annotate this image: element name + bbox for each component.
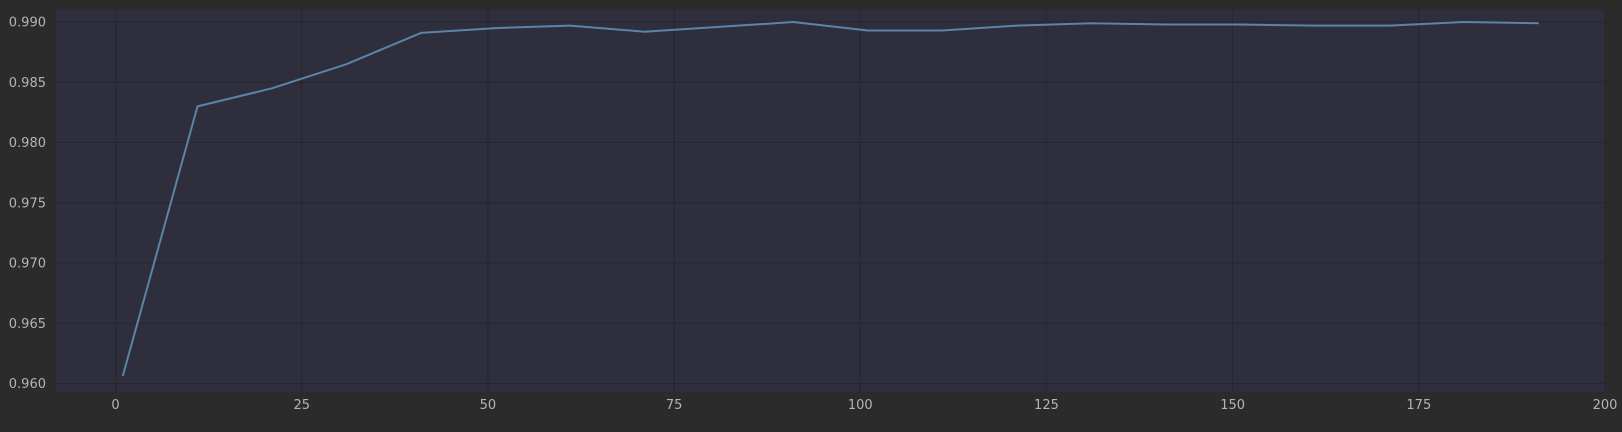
x-axis-ticks: 0 25 50 75 100 125 150 175 200 <box>111 398 1617 413</box>
y-tick-label: 0.965 <box>9 317 46 332</box>
x-tick-label: 175 <box>1406 398 1431 413</box>
x-tick-label: 50 <box>480 398 497 413</box>
y-tick-label: 0.975 <box>9 196 46 211</box>
x-tick-label: 125 <box>1034 398 1059 413</box>
y-tick-label: 0.960 <box>9 377 46 392</box>
y-tick-label: 0.980 <box>9 136 46 151</box>
y-tick-label: 0.985 <box>9 76 46 91</box>
y-tick-label: 0.970 <box>9 257 46 272</box>
plot-area <box>56 10 1605 392</box>
x-tick-label: 25 <box>293 398 310 413</box>
series-layer <box>122 21 1539 377</box>
series-line <box>122 21 1539 377</box>
y-tick-label: 0.990 <box>9 16 46 31</box>
x-tick-label: 100 <box>848 398 873 413</box>
x-tick-label: 75 <box>666 398 683 413</box>
x-tick-label: 0 <box>111 398 119 413</box>
x-tick-label: 150 <box>1220 398 1245 413</box>
x-tick-label: 200 <box>1593 398 1618 413</box>
grid <box>56 10 1606 392</box>
y-axis-ticks: 0.960 0.965 0.970 0.975 0.980 0.985 0.990 <box>9 16 46 393</box>
